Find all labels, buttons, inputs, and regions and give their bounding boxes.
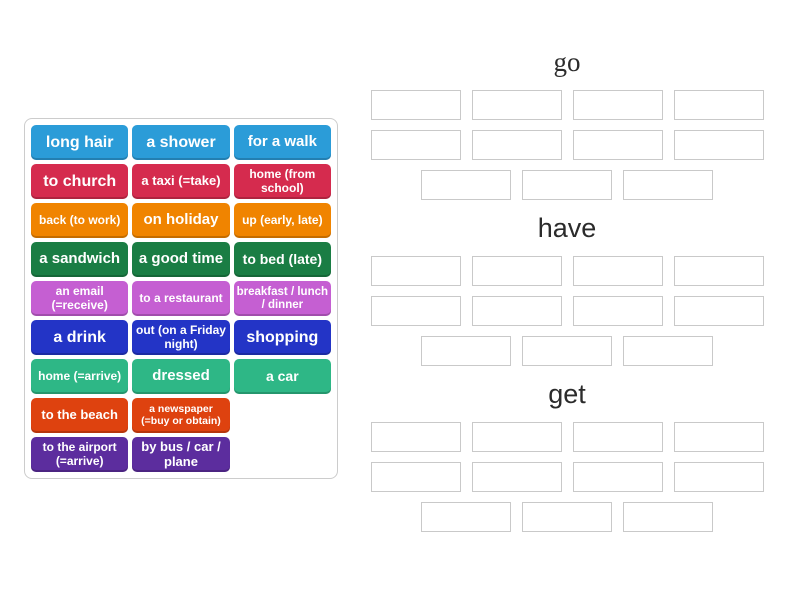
word-tile[interactable]: for a walk xyxy=(233,125,331,160)
slot-row xyxy=(367,422,767,452)
slot-row xyxy=(367,336,767,366)
drop-slot[interactable] xyxy=(421,336,511,366)
word-tile[interactable]: an email (=receive) xyxy=(31,281,129,316)
drop-slot[interactable] xyxy=(623,336,713,366)
word-tile[interactable]: home (from school) xyxy=(233,164,331,199)
drop-slot[interactable] xyxy=(471,422,562,452)
drop-slot[interactable] xyxy=(421,170,511,200)
word-tile[interactable]: to the airport (=arrive) xyxy=(31,437,129,472)
word-tiles-panel: long hair a shower for a walk to church … xyxy=(24,118,338,479)
word-tile[interactable]: by bus / car / plane xyxy=(132,437,230,472)
drop-slot[interactable] xyxy=(370,422,461,452)
drop-slot[interactable] xyxy=(471,130,562,160)
drop-slot[interactable] xyxy=(673,90,764,120)
word-tile[interactable]: a car xyxy=(233,359,331,394)
drop-slot[interactable] xyxy=(522,170,612,200)
group-go: go xyxy=(367,44,767,200)
drop-slot[interactable] xyxy=(572,462,663,492)
word-tile[interactable]: back (to work) xyxy=(31,203,129,238)
group-header-get: get xyxy=(548,379,586,409)
word-tile[interactable]: dressed xyxy=(132,359,230,394)
word-tile[interactable]: home (=arrive) xyxy=(31,359,129,394)
word-tile[interactable]: a taxi (=take) xyxy=(132,164,230,199)
drop-slot[interactable] xyxy=(471,256,562,286)
word-tile[interactable]: on holiday xyxy=(132,203,230,238)
word-tile[interactable]: to a restaurant xyxy=(132,281,230,316)
drop-slot[interactable] xyxy=(522,502,612,532)
group-header-go: go xyxy=(553,47,581,77)
drop-slot[interactable] xyxy=(471,296,562,326)
drop-slot[interactable] xyxy=(673,296,764,326)
slot-row xyxy=(367,462,767,492)
drop-slot[interactable] xyxy=(471,90,562,120)
drop-slot[interactable] xyxy=(623,502,713,532)
word-tile[interactable]: shopping xyxy=(233,320,331,355)
word-tile[interactable]: a newspaper (=buy or obtain) xyxy=(132,398,230,433)
drop-slot[interactable] xyxy=(370,130,461,160)
word-tile[interactable]: to the beach xyxy=(31,398,129,433)
drop-slot[interactable] xyxy=(673,422,764,452)
drop-slot[interactable] xyxy=(623,170,713,200)
sort-groups: go have xyxy=(367,44,767,542)
group-header-have: have xyxy=(537,213,597,243)
group-get: get xyxy=(367,376,767,532)
slot-row xyxy=(367,502,767,532)
drop-slot[interactable] xyxy=(522,336,612,366)
slot-row xyxy=(367,256,767,286)
drop-slot[interactable] xyxy=(370,296,461,326)
word-tile[interactable]: up (early, late) xyxy=(233,203,331,238)
word-tile[interactable]: a drink xyxy=(31,320,129,355)
drop-slot[interactable] xyxy=(673,462,764,492)
word-tile[interactable]: to church xyxy=(31,164,129,199)
drop-slot[interactable] xyxy=(572,256,663,286)
drop-slot[interactable] xyxy=(673,130,764,160)
word-tile[interactable]: a shower xyxy=(132,125,230,160)
word-tile[interactable]: breakfast / lunch / dinner xyxy=(233,281,331,316)
drop-slot[interactable] xyxy=(572,296,663,326)
word-tile[interactable]: a sandwich xyxy=(31,242,129,277)
slot-row xyxy=(367,170,767,200)
slot-row xyxy=(367,90,767,120)
slot-row xyxy=(367,296,767,326)
word-tile[interactable]: long hair xyxy=(31,125,129,160)
drop-slot[interactable] xyxy=(370,90,461,120)
group-have: have xyxy=(367,210,767,366)
drop-slot[interactable] xyxy=(421,502,511,532)
drop-slot[interactable] xyxy=(471,462,562,492)
drop-slot[interactable] xyxy=(370,462,461,492)
drop-slot[interactable] xyxy=(370,256,461,286)
drop-slot[interactable] xyxy=(572,90,663,120)
word-tile[interactable]: a good time xyxy=(132,242,230,277)
drop-slot[interactable] xyxy=(673,256,764,286)
word-tile[interactable]: out (on a Friday night) xyxy=(132,320,230,355)
slot-row xyxy=(367,130,767,160)
word-tile[interactable]: to bed (late) xyxy=(233,242,331,277)
drop-slot[interactable] xyxy=(572,130,663,160)
drop-slot[interactable] xyxy=(572,422,663,452)
